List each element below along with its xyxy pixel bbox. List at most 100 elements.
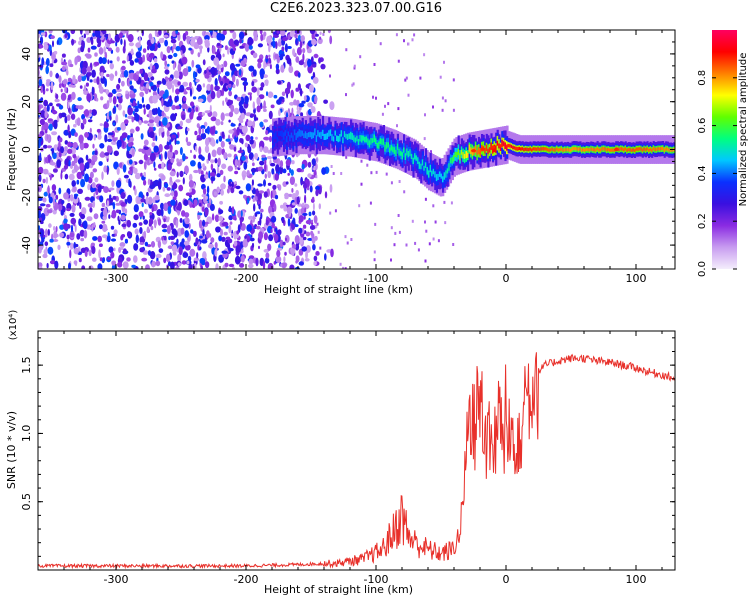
noise-speck	[259, 87, 264, 91]
noise-speck	[258, 231, 264, 240]
noise-speck	[79, 30, 83, 35]
signal-trace-segment	[646, 147, 649, 151]
noise-speck	[38, 262, 43, 268]
noise-speck	[98, 161, 103, 166]
noise-speck	[304, 207, 307, 213]
signal-trace-segment	[332, 136, 335, 142]
noise-speck	[216, 173, 221, 178]
noise-speck	[66, 208, 71, 212]
noise-speck	[219, 64, 223, 69]
noise-speck	[302, 202, 305, 207]
noise-speck	[248, 215, 254, 220]
noise-speck	[120, 73, 123, 78]
noise-speck	[294, 30, 301, 35]
noise-speck	[143, 146, 149, 150]
signal-trace-segment	[367, 138, 370, 146]
signal-trace-segment	[423, 165, 426, 171]
noise-speck	[183, 88, 187, 95]
noise-speck	[171, 46, 174, 54]
signal-trace-segment	[365, 136, 368, 143]
noise-speck	[47, 185, 50, 194]
signal-trace-segment	[348, 133, 351, 139]
noise-speck	[198, 126, 202, 136]
noise-speck	[188, 222, 191, 230]
noise-speck	[184, 217, 187, 222]
signal-trace-segment	[651, 148, 654, 152]
signal-trace-segment	[474, 145, 477, 153]
noise-speck	[69, 194, 74, 202]
noise-speck	[166, 46, 171, 54]
signal-trace-segment	[477, 147, 481, 155]
noise-speck	[251, 86, 257, 93]
noise-speck	[90, 160, 96, 166]
noise-speck	[181, 114, 186, 121]
noise-speck	[295, 260, 298, 264]
signal-trace-segment	[415, 155, 418, 161]
noise-speck	[129, 80, 133, 85]
noise-speck	[202, 163, 206, 169]
noise-speck	[237, 117, 244, 121]
noise-speck	[274, 194, 279, 200]
faint-speck	[342, 266, 345, 269]
noise-speck	[172, 79, 178, 85]
signal-trace-segment	[652, 146, 655, 151]
signal-trace-segment	[460, 149, 463, 155]
noise-speck	[291, 160, 295, 165]
noise-speck	[268, 110, 273, 120]
noise-speck	[276, 80, 282, 85]
noise-speck	[94, 52, 98, 57]
noise-speck	[222, 100, 225, 106]
noise-speck	[74, 224, 77, 232]
spectrogram-x-tick-label: -300	[104, 272, 129, 285]
signal-trace-segment	[554, 148, 557, 152]
noise-speck	[277, 229, 282, 236]
noise-speck	[74, 194, 78, 200]
signal-trace-segment	[282, 132, 286, 140]
noise-speck	[295, 56, 300, 63]
noise-speck	[258, 203, 261, 210]
faint-speck	[353, 64, 356, 68]
signal-trace-segment	[468, 144, 471, 152]
noise-speck	[204, 110, 211, 114]
noise-speck	[77, 188, 83, 194]
noise-speck	[269, 64, 272, 70]
noise-speck	[43, 43, 49, 50]
noise-speck	[97, 263, 103, 269]
noise-speck	[167, 163, 172, 171]
noise-speck	[228, 248, 234, 252]
noise-speck	[149, 152, 156, 162]
noise-speck	[81, 40, 85, 48]
noise-speck	[92, 236, 98, 241]
noise-speck	[195, 237, 199, 245]
noise-speck	[237, 210, 242, 218]
noise-speck	[162, 186, 166, 192]
noise-speck	[285, 181, 289, 185]
noise-speck	[276, 30, 280, 34]
signal-trace-segment	[421, 159, 424, 166]
noise-speck	[206, 185, 210, 194]
noise-speck	[157, 106, 161, 116]
noise-speck	[263, 232, 268, 241]
noise-speck	[80, 247, 87, 253]
noise-speck	[160, 202, 164, 210]
noise-speck	[280, 64, 285, 73]
noise-speck	[68, 160, 71, 167]
noise-speck	[112, 96, 117, 105]
noise-speck	[169, 192, 175, 196]
faint-speck	[444, 221, 447, 225]
noise-speck	[278, 184, 282, 191]
noise-speck	[110, 238, 117, 242]
signal-trace-segment	[289, 135, 292, 142]
signal-trace-segment	[510, 144, 513, 149]
noise-speck	[46, 263, 49, 269]
faint-speck	[379, 42, 382, 46]
noise-speck	[324, 191, 328, 199]
noise-speck	[186, 141, 192, 146]
noise-speck	[202, 251, 207, 260]
signal-trace-segment	[304, 131, 307, 139]
noise-speck	[281, 91, 286, 97]
noise-speck	[294, 208, 298, 214]
noise-speck	[166, 187, 171, 191]
noise-speck	[193, 230, 197, 237]
faint-speck	[413, 33, 416, 37]
